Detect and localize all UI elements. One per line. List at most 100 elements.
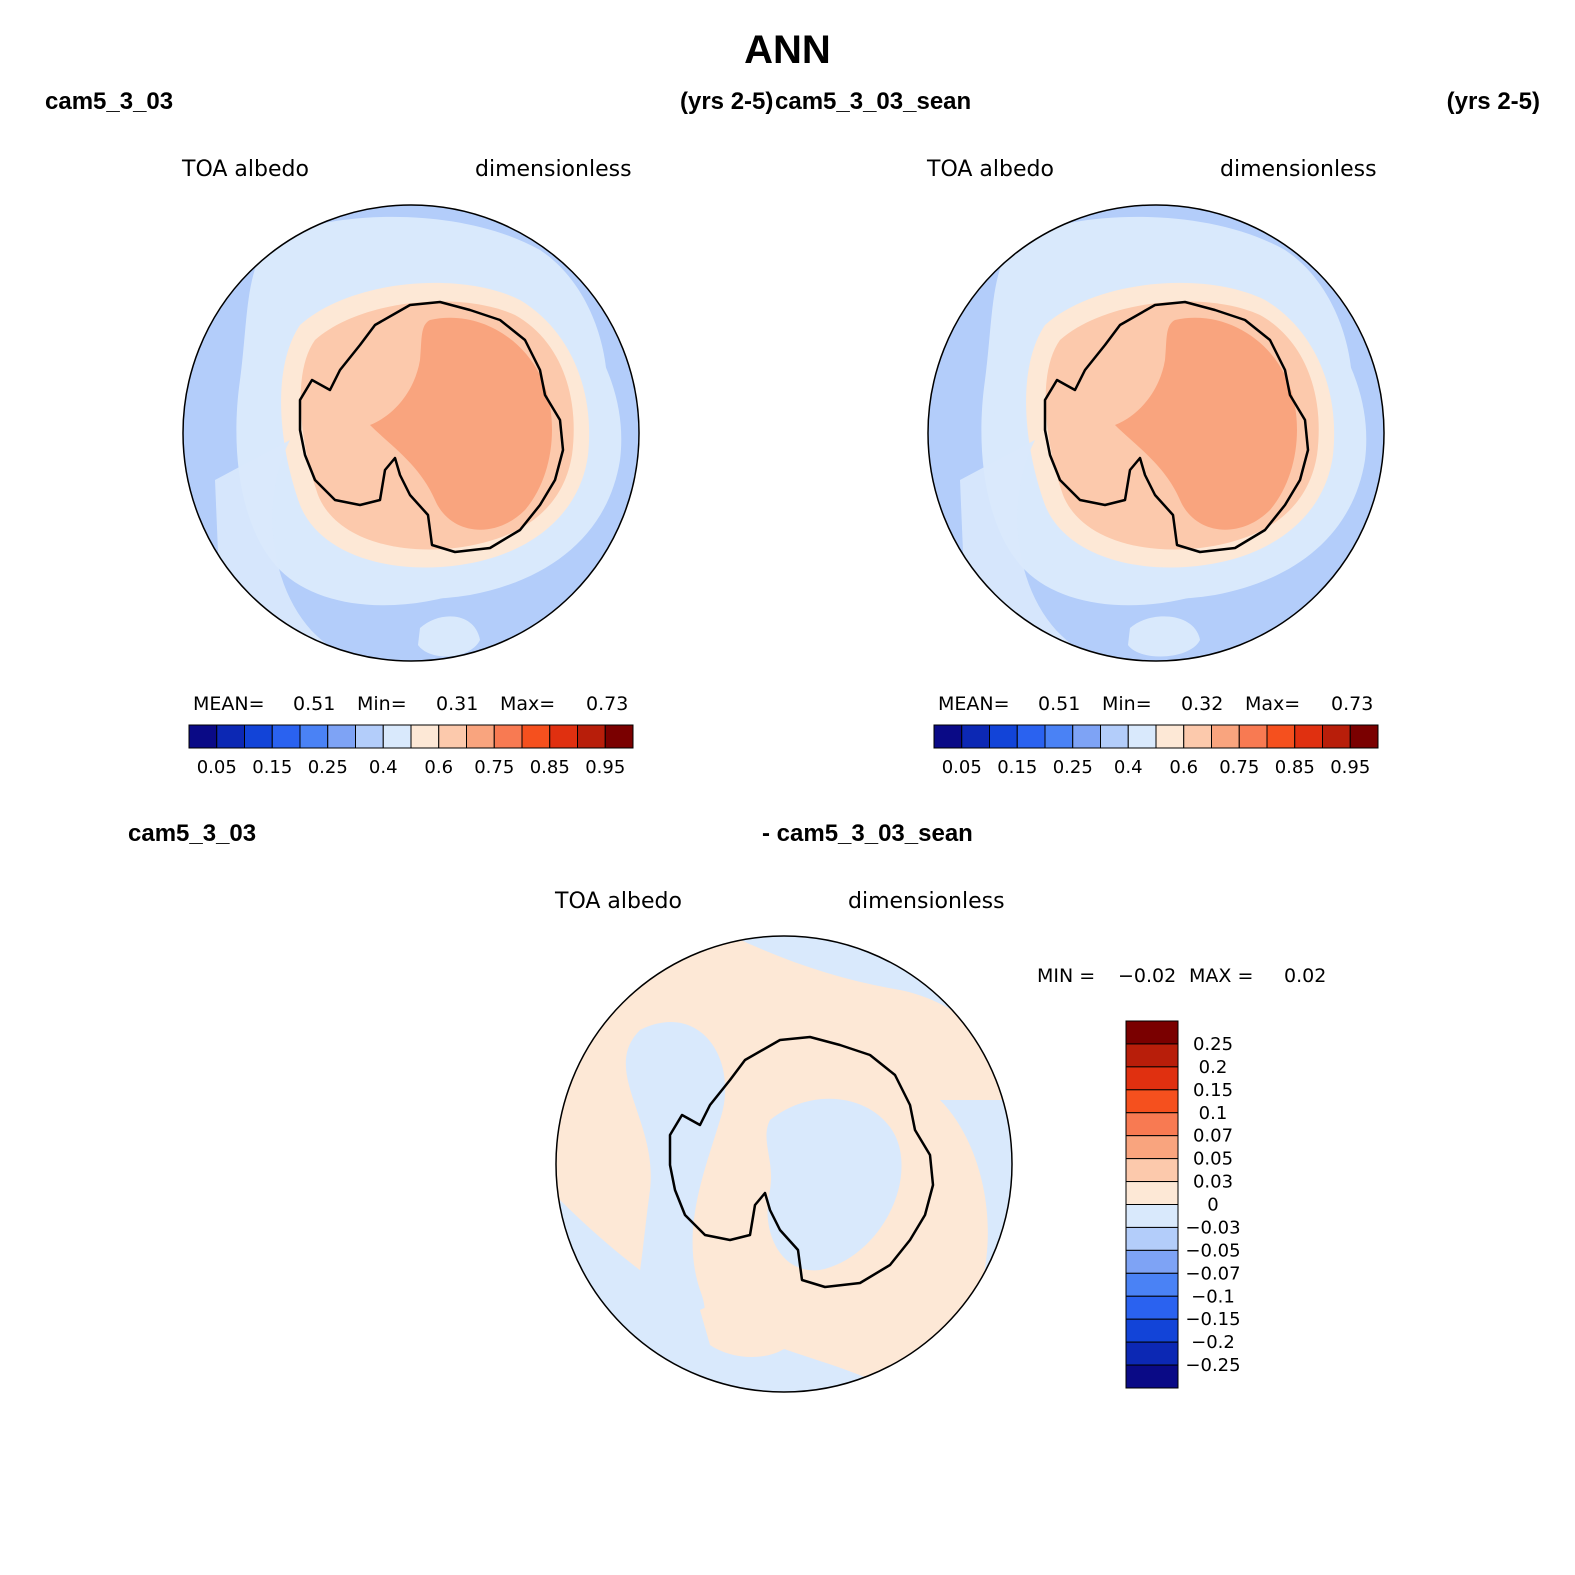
colorbar-swatch: [1125, 1364, 1179, 1389]
colorbar-tick-label: 0.25: [1053, 757, 1093, 778]
diff-min-label: MIN =: [1037, 965, 1096, 987]
map-3-negative-region-3: [766, 1098, 902, 1271]
panel-1-field-label: TOA albedo: [182, 157, 309, 182]
colorbar-swatch: [466, 724, 495, 749]
colorbar-swatch: [521, 724, 551, 749]
colorbar-tick-label: 0.95: [1330, 757, 1370, 778]
colorbar-tick-label: 0.05: [197, 757, 237, 778]
panel-1-max-value: 0.73: [586, 693, 629, 715]
colorbar-2: 0.05 0.15 0.25 0.4 0.6 0.75 0.85 0.95: [933, 724, 1379, 778]
colorbar-swatch: [1125, 1020, 1179, 1045]
colorbar-swatch: [1125, 1043, 1179, 1068]
colorbar-swatch: [1238, 724, 1268, 749]
colorbar-tick-label: −0.05: [1185, 1240, 1240, 1261]
colorbar-swatch: [1125, 1112, 1179, 1137]
panel-2-min-value: 0.32: [1181, 693, 1224, 715]
panel-2-years: (yrs 2-5): [1446, 88, 1540, 115]
colorbar-tick-label: 0.05: [942, 757, 982, 778]
colorbar-3: 0.250.20.150.10.070.050.030−0.03−0.05−0.…: [1125, 1020, 1241, 1389]
colorbar-swatch: [438, 724, 467, 749]
map-1-coastline: [298, 300, 565, 554]
colorbar-swatch: [577, 724, 606, 749]
panel-1-years: (yrs 2-5): [680, 88, 774, 115]
colorbar-swatch: [1127, 724, 1157, 749]
colorbar-swatch: [1294, 724, 1323, 749]
colorbar-swatch: [1125, 1341, 1179, 1366]
panel-2-mean-label: MEAN=: [938, 693, 1010, 715]
diff-max-value: 0.02: [1284, 965, 1327, 987]
colorbar-tick-label: −0.07: [1185, 1263, 1240, 1284]
diff-field-label: TOA albedo: [555, 889, 682, 914]
colorbar-swatch: [382, 724, 412, 749]
colorbar-swatch: [1125, 1089, 1179, 1114]
panel-1-max-label: Max=: [500, 693, 556, 715]
map-panel-2: [927, 204, 1385, 662]
colorbar-tick-label: 0.05: [1193, 1149, 1233, 1170]
colorbar-swatch: [1125, 1272, 1179, 1297]
colorbar-swatch: [271, 724, 301, 749]
colorbar-tick-label: 0.6: [1169, 757, 1198, 778]
colorbar-swatch: [961, 724, 990, 749]
panel-1-min-value: 0.31: [436, 693, 479, 715]
colorbar-swatch: [244, 724, 273, 749]
colorbar-swatch: [1125, 1249, 1179, 1274]
colorbar-tick-label: 0.15: [1193, 1080, 1233, 1101]
colorbar-swatch: [549, 724, 578, 749]
colorbar-tick-label: 0.4: [369, 757, 398, 778]
diff-units: dimensionless: [848, 889, 1005, 914]
diff-case-a: cam5_3_03: [128, 820, 257, 847]
colorbar-tick-label: 0.2: [1199, 1057, 1228, 1078]
map-2-coastline: [1043, 300, 1310, 554]
colorbar-tick-label: 0.03: [1193, 1172, 1233, 1193]
panel-2-mean-value: 0.51: [1038, 693, 1081, 715]
colorbar-swatch: [1125, 1318, 1179, 1343]
colorbar-swatch: [1125, 1295, 1179, 1320]
map-3-negative-region-1: [600, 1022, 726, 1392]
panel-1-min-label: Min=: [357, 693, 407, 715]
colorbar-swatch: [1016, 724, 1046, 749]
colorbar-swatch: [1125, 1135, 1179, 1160]
colorbar-swatch: [1183, 724, 1212, 749]
colorbar-swatch: [188, 724, 218, 749]
map-3-positive-island: [700, 1299, 800, 1357]
colorbar-tick-label: 0.85: [530, 757, 570, 778]
colorbar-tick-label: 0.4: [1114, 757, 1143, 778]
colorbar-swatch: [1100, 724, 1129, 749]
colorbar-tick-label: 0.75: [474, 757, 514, 778]
colorbar-tick-label: 0: [1207, 1195, 1218, 1216]
colorbar-tick-label: 0.95: [585, 757, 625, 778]
map-3-coastline: [668, 1035, 935, 1289]
map-1-band-04c: [418, 616, 480, 657]
map-panel-3: [555, 935, 1013, 1393]
colorbar-tick-label: −0.2: [1191, 1332, 1235, 1353]
panel-2-units: dimensionless: [1220, 157, 1377, 182]
colorbar-swatch: [1044, 724, 1074, 749]
colorbar-swatch: [493, 724, 523, 749]
colorbar-swatch: [1125, 1158, 1179, 1183]
colorbar-swatch: [355, 724, 384, 749]
panel-2-max-value: 0.73: [1331, 693, 1374, 715]
colorbar-tick-label: −0.03: [1185, 1217, 1240, 1238]
colorbar-tick-label: 0.07: [1193, 1126, 1233, 1147]
colorbar-tick-label: −0.1: [1191, 1286, 1235, 1307]
colorbar-tick-label: −0.25: [1185, 1355, 1240, 1376]
colorbar-swatch: [1125, 1066, 1179, 1091]
colorbar-tick-label: 0.15: [252, 757, 292, 778]
colorbar-tick-label: −0.15: [1185, 1309, 1240, 1330]
colorbar-swatch: [216, 724, 245, 749]
colorbar-swatch: [1322, 724, 1351, 749]
colorbar-swatch: [1125, 1226, 1179, 1251]
colorbar-swatch: [989, 724, 1018, 749]
colorbar-swatch: [1211, 724, 1240, 749]
panel-1-units: dimensionless: [475, 157, 632, 182]
map-2-band-04c: [1128, 616, 1200, 657]
panel-2-field-label: TOA albedo: [927, 157, 1054, 182]
panel-1-mean-label: MEAN=: [193, 693, 265, 715]
map-2-boundary: [927, 204, 1385, 662]
map-3-boundary: [555, 935, 1013, 1393]
diff-max-label: MAX =: [1189, 965, 1254, 987]
colorbar-swatch: [1125, 1204, 1179, 1228]
panel-2-case-name: cam5_3_03_sean: [775, 88, 972, 115]
colorbar-tick-label: 0.75: [1219, 757, 1259, 778]
